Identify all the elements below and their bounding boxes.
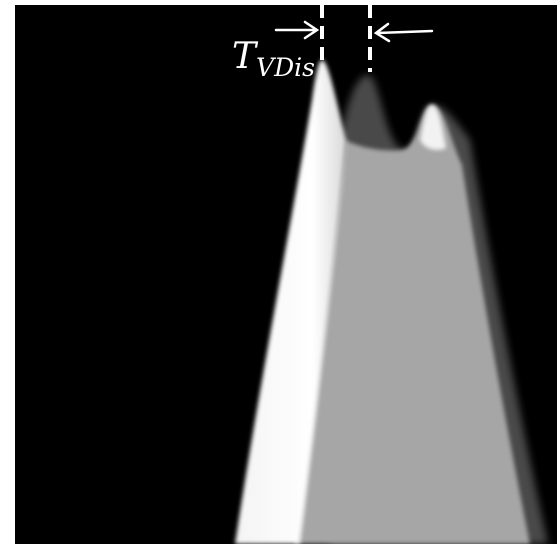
label-subscript: VDis — [256, 53, 315, 82]
figure: TVDis — [0, 0, 557, 544]
label-main: T — [232, 36, 259, 77]
page: TVDis (() => { const data = JSON.parse(d… — [0, 0, 557, 544]
